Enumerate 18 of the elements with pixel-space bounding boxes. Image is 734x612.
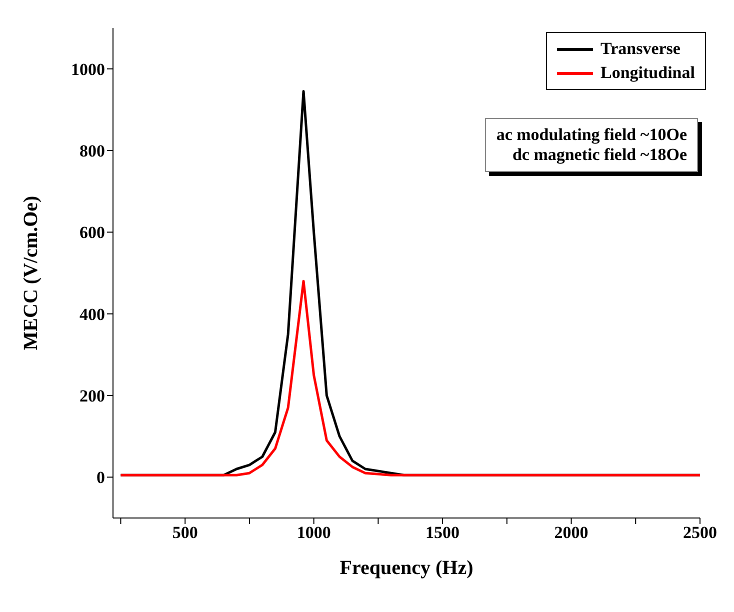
legend-label: Longitudinal (600, 62, 695, 84)
x-tick-label: 2000 (554, 523, 588, 542)
x-tick-label: 500 (172, 523, 198, 542)
y-tick-label: 1000 (71, 60, 105, 79)
annotation: dc magnetic field ~18Oe (511, 145, 687, 165)
y-axis-title: MECC (V/cm.Oe) (20, 196, 42, 350)
y-tick-label: 0 (96, 468, 105, 488)
y-tick-label: 400 (80, 304, 105, 324)
y-tick-label: 600 (80, 223, 105, 242)
x-tick-label: 2500 (683, 523, 717, 542)
annotation: ac modulating field ~10Oe (496, 125, 687, 145)
x-axis-title: Frequency (Hz) (340, 557, 474, 579)
y-tick-label: 200 (80, 386, 105, 406)
line-series (119, 280, 700, 476)
y-tick-label: 800 (80, 142, 105, 161)
x-tick-label: 1500 (426, 523, 460, 542)
legend-label: Transverse (600, 38, 680, 60)
x-tick-label: 1000 (296, 523, 331, 542)
